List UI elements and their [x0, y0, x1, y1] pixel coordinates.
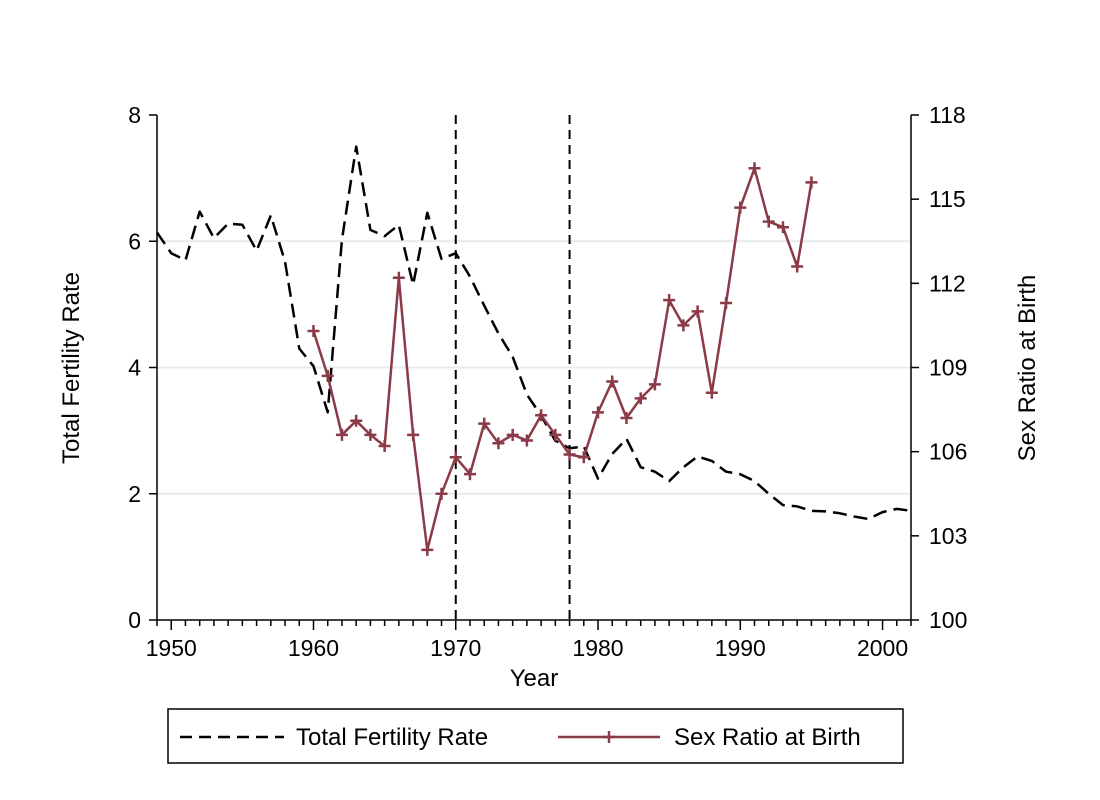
srb-point-1966 [392, 271, 405, 284]
srb-point-1990 [734, 201, 747, 214]
srb-point-1970 [449, 451, 462, 464]
srb-point-1974 [506, 428, 519, 441]
y-right-tick-label-103: 103 [929, 523, 967, 549]
srb-point-1967 [407, 428, 420, 441]
x-tick-label-1960: 1960 [288, 635, 339, 661]
srb-point-1976 [535, 409, 548, 422]
legend-label-tfr: Total Fertility Rate [296, 724, 488, 751]
srb-point-1985 [663, 294, 676, 307]
srb-point-1986 [677, 319, 690, 332]
srb-point-1980 [592, 406, 605, 419]
srb-point-1962 [335, 428, 348, 441]
srb-point-1994 [791, 260, 804, 273]
legend-box [167, 708, 904, 764]
srb-point-1972 [478, 417, 491, 430]
srb-point-1987 [691, 305, 704, 318]
y-left-tick-label-2: 2 [128, 481, 141, 507]
x-tick-label-1990: 1990 [715, 635, 766, 661]
srb-point-1984 [648, 378, 661, 391]
y-right-tick-label-109: 109 [929, 355, 967, 381]
y-left-tick-label-8: 8 [128, 102, 141, 128]
srb-point-1973 [492, 437, 505, 450]
reference-lines [454, 115, 571, 620]
x-tick-label-2000: 2000 [857, 635, 908, 661]
x-tick-label-1970: 1970 [430, 635, 481, 661]
srb-point-1975 [520, 434, 533, 447]
y-right-tick-label-106: 106 [929, 439, 967, 465]
srb-point-1979 [577, 451, 590, 464]
x-tick-label-1980: 1980 [572, 635, 623, 661]
srb-point-1981 [606, 375, 619, 388]
srb-point-1968 [421, 543, 434, 556]
srb-point-1969 [435, 487, 448, 500]
legend-label-srb: Sex Ratio at Birth [674, 724, 861, 751]
gridlines [157, 240, 911, 495]
srb-point-1982 [620, 412, 633, 424]
series-line-fertility [155, 145, 912, 521]
y-right-tick-label-112: 112 [929, 270, 966, 296]
srb-point-1965 [378, 440, 391, 453]
srb-point-1991 [748, 162, 761, 175]
y-right-tick-label-100: 100 [929, 607, 967, 633]
y-axis-left-title: Total Fertility Rate [58, 272, 85, 464]
srb-point-1995 [805, 176, 818, 189]
srb-point-1960 [307, 325, 320, 338]
y-left-tick-label-6: 6 [128, 228, 141, 254]
y-axis-right-title: Sex Ratio at Birth [1014, 275, 1041, 462]
y-left-tick-label-0: 0 [128, 607, 141, 633]
series [155, 145, 912, 556]
legend-swatch-srb-marker [603, 731, 615, 743]
srb-point-1988 [705, 386, 718, 399]
series-line-sex-ratio [312, 167, 813, 552]
y-right-tick-label-115: 115 [929, 186, 966, 212]
srb-point-1971 [463, 468, 476, 481]
srb-point-1992 [762, 215, 775, 228]
srb-point-1983 [634, 392, 647, 405]
srb-point-1964 [364, 428, 377, 441]
x-tick-label-1950: 1950 [146, 635, 197, 661]
srb-point-1961 [321, 369, 334, 382]
srb-point-1977 [549, 428, 562, 441]
x-axis-title: Year [510, 665, 559, 692]
srb-point-1963 [350, 414, 363, 427]
legend: Total Fertility Rate Sex Ratio at Birth [167, 708, 904, 764]
axes: 1950 1960 1970 1980 1990 2000 0 2 4 6 8 100 103 106 10… [128, 102, 967, 661]
srb-point-1978 [563, 448, 576, 461]
y-right-tick-label-118: 118 [929, 102, 966, 128]
srb-point-1993 [776, 221, 789, 234]
srb-point-1989 [720, 296, 733, 309]
y-left-tick-label-4: 4 [128, 355, 141, 381]
